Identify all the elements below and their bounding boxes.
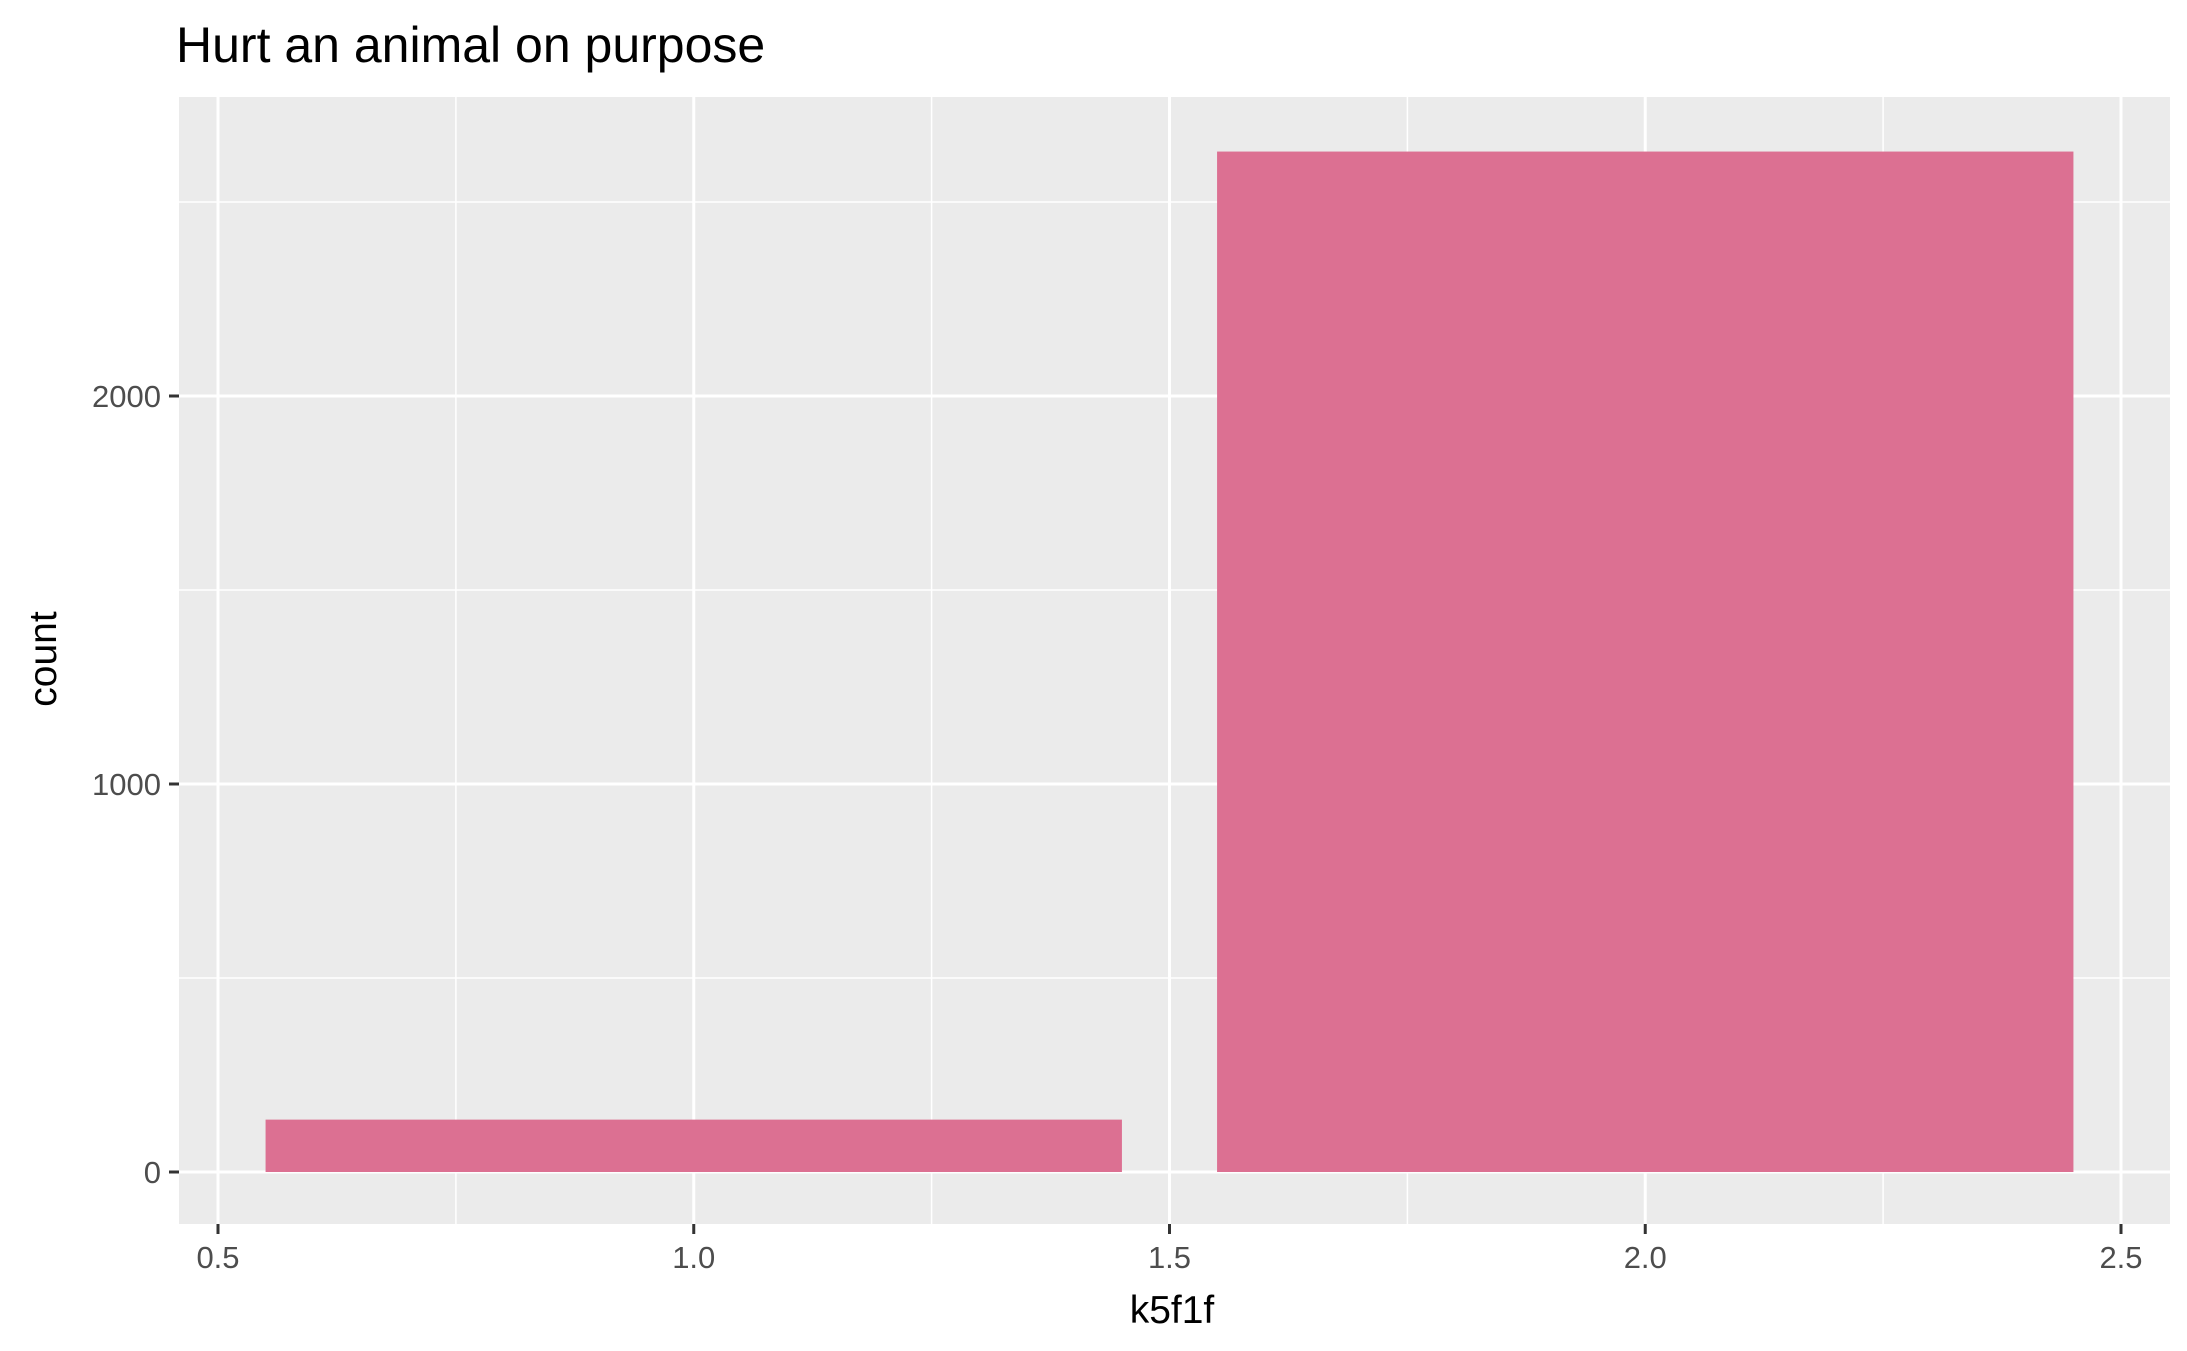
y-axis: 0 1000 2000 — [92, 379, 179, 1190]
y-axis-label: count — [22, 611, 65, 707]
x-tick-label: 1.0 — [672, 1240, 715, 1275]
x-tick-label: 2.5 — [2099, 1240, 2142, 1275]
bar-2 — [1217, 151, 2074, 1172]
y-tick-label: 2000 — [92, 379, 161, 414]
y-tick-label: 1000 — [92, 767, 161, 802]
y-tick-label: 0 — [144, 1155, 161, 1190]
bar-series — [265, 151, 2074, 1172]
x-axis-label: k5f1f — [1130, 1289, 1215, 1332]
x-tick-label: 1.5 — [1148, 1240, 1191, 1275]
x-tick-label: 0.5 — [196, 1240, 239, 1275]
chart-title: Hurt an animal on purpose — [176, 17, 765, 73]
bar-1 — [265, 1119, 1122, 1172]
x-axis: 0.5 1.0 1.5 2.0 2.5 — [196, 1224, 2143, 1275]
x-tick-label: 2.0 — [1624, 1240, 1667, 1275]
